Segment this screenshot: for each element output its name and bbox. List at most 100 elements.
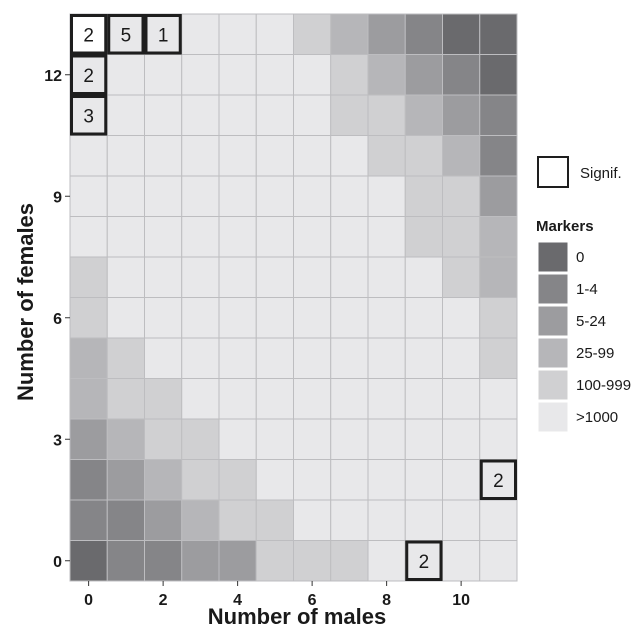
heatmap-cell — [218, 256, 257, 298]
heatmap-cell — [69, 499, 108, 541]
heatmap-cell — [404, 13, 443, 55]
heatmap-cell — [330, 175, 369, 217]
legend-color-swatch — [537, 273, 569, 305]
legend-item-label: >1000 — [576, 409, 618, 426]
heatmap-cell — [218, 13, 257, 55]
heatmap-cell — [442, 175, 481, 217]
heatmap-cell — [218, 216, 257, 258]
heatmap-cell — [293, 13, 332, 55]
heatmap-cell — [218, 540, 257, 582]
heatmap-cell — [442, 378, 481, 420]
heatmap-cell — [255, 459, 294, 501]
heatmap-cell — [404, 337, 443, 379]
heatmap-cell — [442, 418, 481, 460]
heatmap-cell — [255, 540, 294, 582]
x-tick-label: 4 — [233, 592, 242, 609]
heatmap-cell — [293, 297, 332, 339]
heatmap-cell — [255, 54, 294, 96]
heatmap-cell — [293, 216, 332, 258]
heatmap-cell — [144, 418, 183, 460]
heatmap-cell — [367, 418, 406, 460]
heatmap-cell — [255, 378, 294, 420]
heatmap-cell — [293, 418, 332, 460]
heatmap-cell — [293, 540, 332, 582]
y-tick-label: 6 — [53, 311, 62, 328]
heatmap-cell — [404, 459, 443, 501]
heatmap-cell — [255, 94, 294, 136]
heatmap-cell — [293, 135, 332, 177]
heatmap-cell — [442, 216, 481, 258]
heatmap-cell — [442, 540, 481, 582]
heatmap-cell — [293, 94, 332, 136]
heatmap-cell — [330, 459, 369, 501]
heatmap-cell — [367, 540, 406, 582]
heatmap-cell — [106, 297, 145, 339]
heatmap-cell — [144, 540, 183, 582]
legend-color-swatch — [537, 241, 569, 273]
heatmap-cell — [442, 256, 481, 298]
significant-cell-count: 2 — [419, 552, 430, 573]
heatmap-cell — [144, 175, 183, 217]
heatmap-cell — [404, 135, 443, 177]
heatmap-cell — [144, 499, 183, 541]
heatmap-cell — [293, 337, 332, 379]
heatmap-cell — [404, 216, 443, 258]
x-tick-label: 2 — [159, 592, 168, 609]
heatmap-cell — [106, 459, 145, 501]
heatmap-cell — [479, 13, 518, 55]
heatmap-cell — [479, 135, 518, 177]
heatmap-cell — [69, 216, 108, 258]
heatmap-cell — [479, 418, 518, 460]
heatmap-cell — [218, 337, 257, 379]
heatmap-cell — [404, 54, 443, 96]
heatmap-cell — [69, 256, 108, 298]
heatmap-cell — [330, 337, 369, 379]
heatmap-cell — [218, 54, 257, 96]
heatmap-cell — [255, 256, 294, 298]
significant-cell-count: 3 — [83, 106, 94, 127]
legend-color-swatch — [537, 401, 569, 433]
significant-cell-border — [144, 14, 182, 55]
heatmap-cell — [442, 54, 481, 96]
legend-item-label: 25-99 — [576, 345, 614, 362]
heatmap-cell — [144, 54, 183, 96]
y-tick-label: 3 — [53, 432, 62, 449]
heatmap-cell — [106, 216, 145, 258]
heatmap-cell — [367, 256, 406, 298]
heatmap-cell — [69, 540, 108, 582]
heatmap-cell — [218, 135, 257, 177]
heatmap-cell — [479, 337, 518, 379]
heatmap-cell — [181, 297, 220, 339]
heatmap-cell — [106, 13, 145, 55]
heatmap-cell — [367, 378, 406, 420]
heatmap-cell — [330, 135, 369, 177]
heatmap-cell — [255, 337, 294, 379]
heatmap-cell — [181, 94, 220, 136]
heatmap-cell — [255, 13, 294, 55]
heatmap-cell — [479, 54, 518, 96]
legend-item-label: 5-24 — [576, 313, 606, 330]
heatmap-cell — [479, 94, 518, 136]
heatmap-cell — [144, 459, 183, 501]
heatmap-cell — [144, 337, 183, 379]
heatmap-cell — [479, 297, 518, 339]
heatmap-cell — [69, 378, 108, 420]
heatmap-cell — [293, 459, 332, 501]
heatmap-cell — [442, 459, 481, 501]
y-tick-label: 12 — [44, 68, 62, 85]
heatmap-cell — [181, 54, 220, 96]
heatmap-cell — [218, 297, 257, 339]
heatmap-cell — [330, 54, 369, 96]
y-tick-label: 0 — [53, 554, 62, 571]
heatmap-cell — [255, 297, 294, 339]
significant-cell-count: 1 — [158, 25, 169, 46]
heatmap-cell — [293, 175, 332, 217]
heatmap-cell — [181, 540, 220, 582]
significant-cell-count: 5 — [121, 25, 132, 46]
legend-title: Markers — [536, 218, 594, 235]
heatmap-cell — [69, 297, 108, 339]
heatmap-cell — [106, 175, 145, 217]
heatmap-cell — [404, 499, 443, 541]
x-tick-label: 0 — [84, 592, 93, 609]
